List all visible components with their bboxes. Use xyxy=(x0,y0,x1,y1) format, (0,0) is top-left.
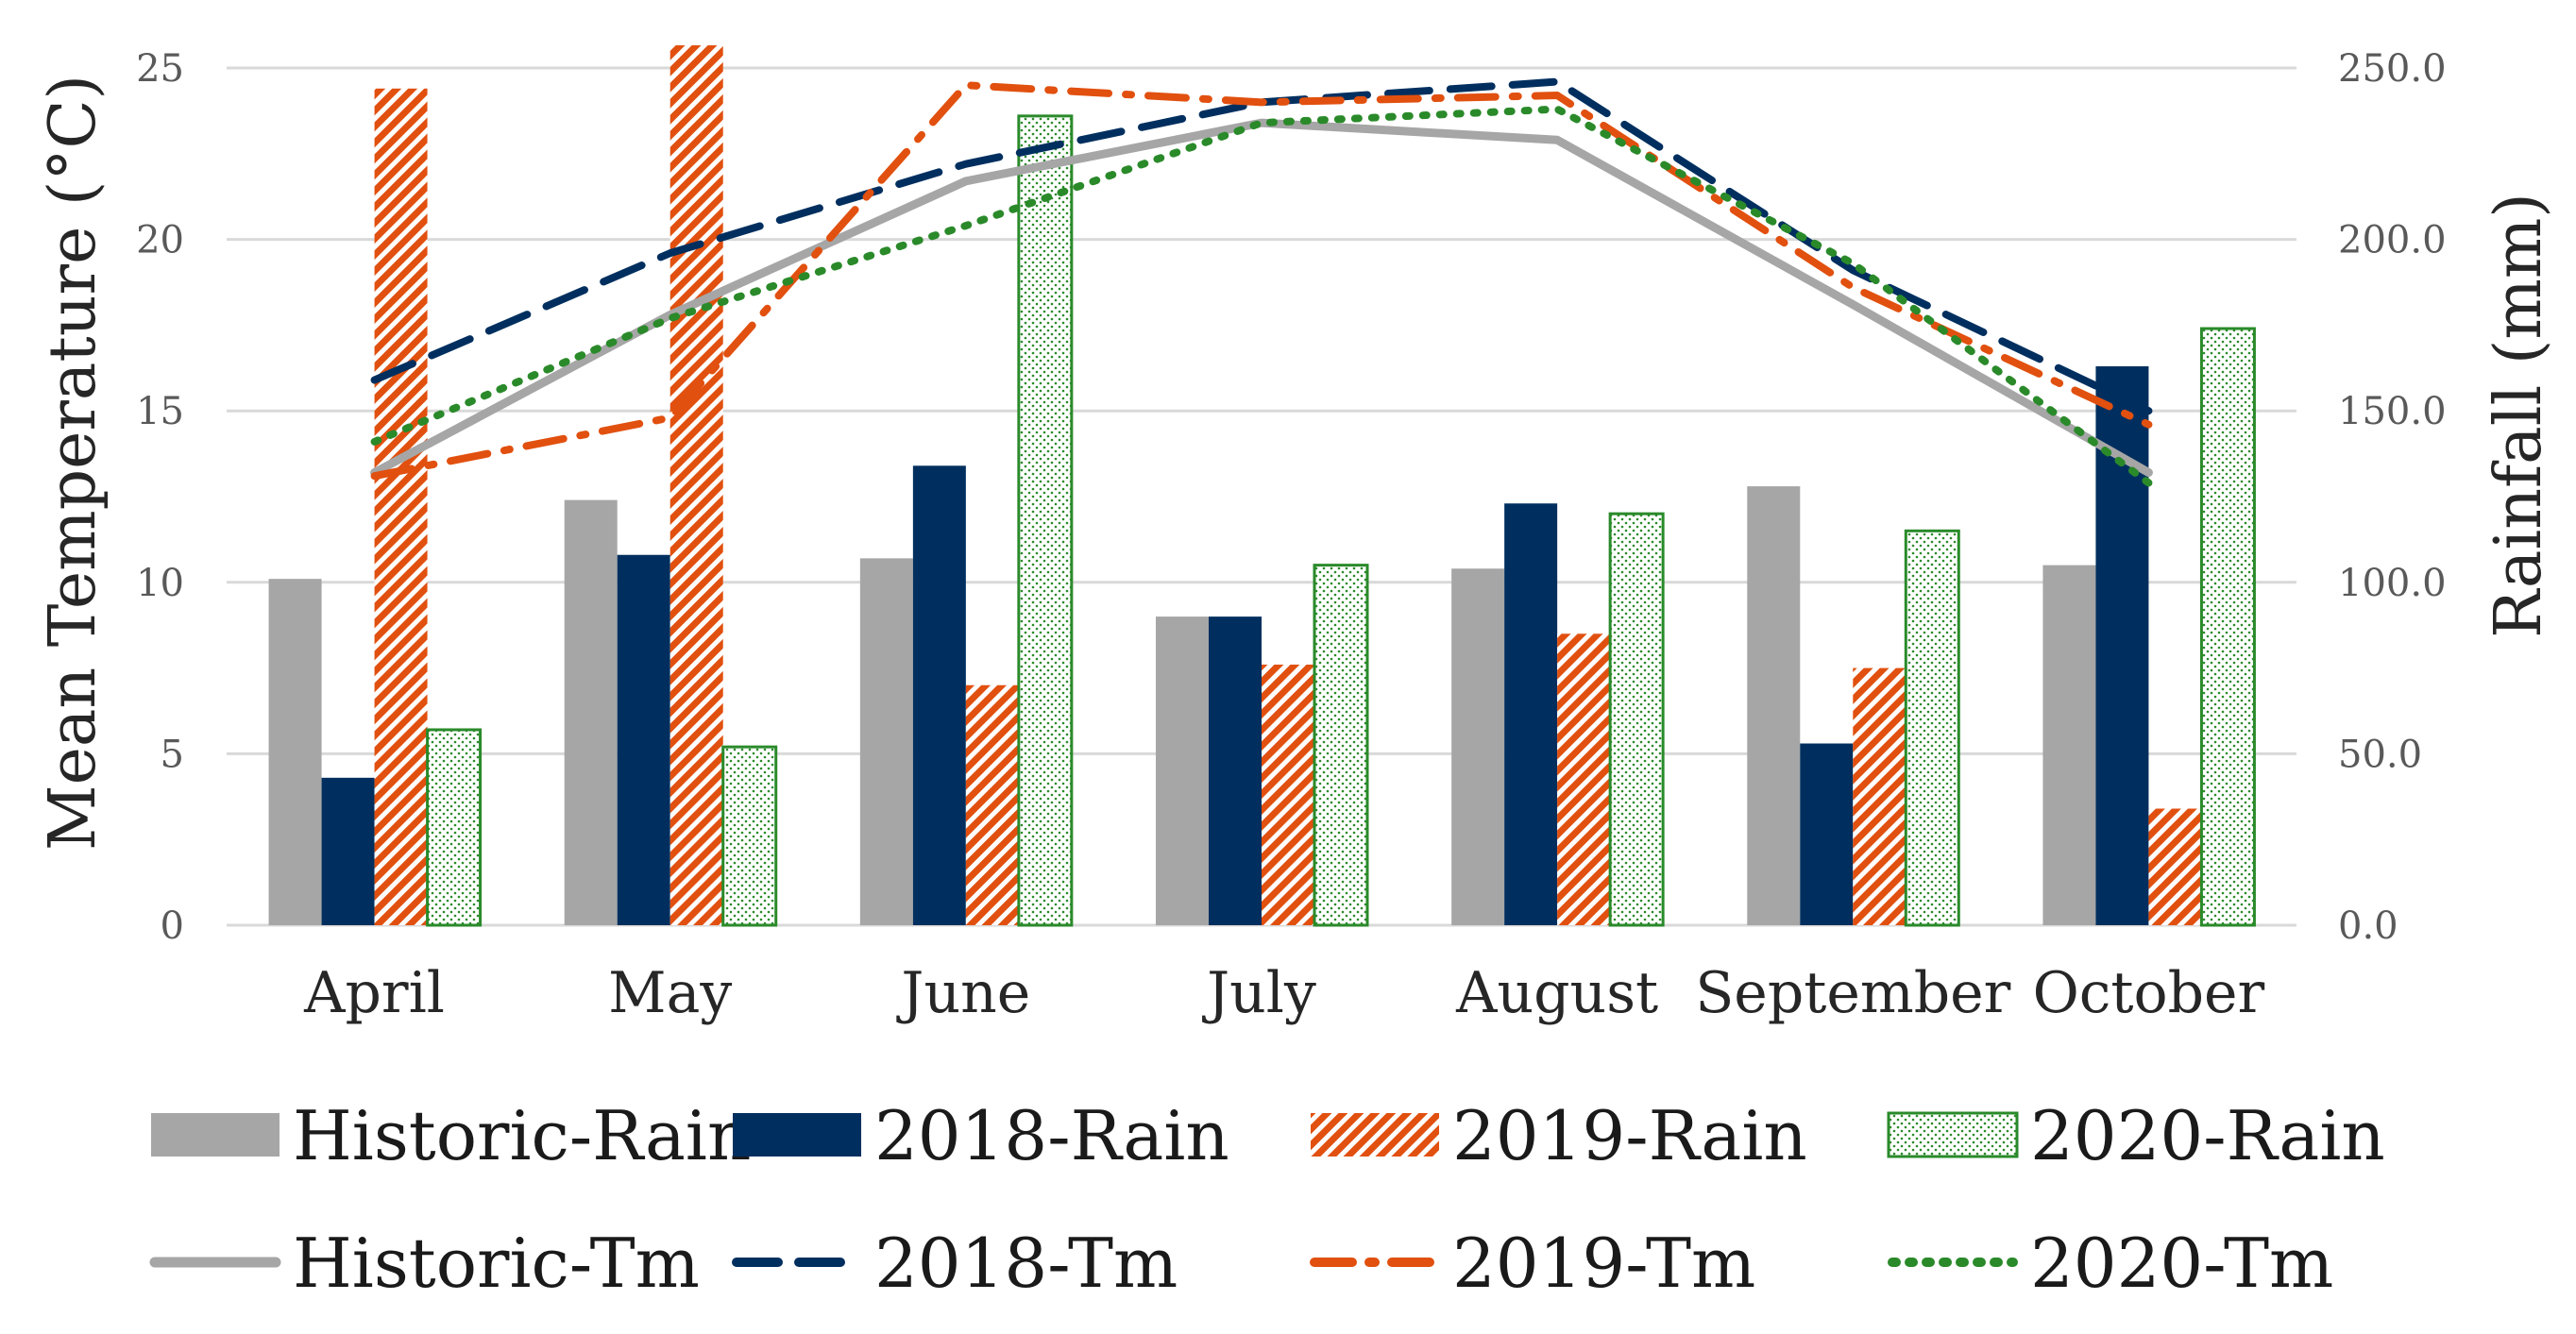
bar-2020-rain-may xyxy=(721,745,778,927)
bar-historic-rain-july xyxy=(1156,616,1209,925)
line-series-group xyxy=(370,77,2153,487)
legend-label-historic-rain: Historic-Rain xyxy=(293,1096,751,1175)
bar-2020-rain-september xyxy=(1904,529,1960,927)
bar-2018-rain-april xyxy=(321,777,375,925)
bar-2020-rain-august xyxy=(1608,512,1665,927)
legend-label-2020-rain: 2020-Rain xyxy=(2030,1096,2385,1175)
bar-2018-rain-may xyxy=(617,554,670,925)
left-axis-title: Mean Temperature (°C) xyxy=(36,75,110,851)
category-label-september: September xyxy=(1695,960,2010,1026)
line-2018-tm xyxy=(370,77,2153,415)
bar-historic-rain-june xyxy=(859,558,913,925)
right-tick-label: 50.0 xyxy=(2338,733,2422,776)
bar-2018-rain-june xyxy=(912,465,966,925)
legend-swatch-2018-rain xyxy=(733,1113,861,1157)
legend-label-2019-rain: 2019-Rain xyxy=(1452,1096,1807,1175)
right-axis-ticks: 0.0 50.0 100.0 150.0 200.0 250.0 xyxy=(2338,47,2447,948)
bar-2020-rain-april xyxy=(426,728,483,927)
bar-series-group xyxy=(268,45,2256,927)
left-tick-label: 25 xyxy=(136,47,184,91)
bar-2018-rain-august xyxy=(1504,503,1558,925)
right-tick-label: 0.0 xyxy=(2338,904,2398,948)
legend-label-historic-tm: Historic-Tm xyxy=(293,1224,700,1303)
category-label-may: May xyxy=(608,960,732,1026)
legend-swatch-2020-rain xyxy=(1887,1111,2019,1158)
bar-2019-rain-july xyxy=(1262,664,1314,925)
bar-2019-rain-april xyxy=(374,88,428,926)
left-tick-label: 5 xyxy=(161,733,184,776)
bar-2019-rain-august xyxy=(1557,633,1611,925)
right-tick-label: 150.0 xyxy=(2338,390,2447,433)
legend: Historic-Rain 2018-Rain 2019-Rain 2020-Rain… xyxy=(149,1096,2385,1303)
legend-swatch-historic-rain xyxy=(151,1113,280,1157)
bar-2019-rain-october xyxy=(2148,808,2202,925)
category-labels: April May June July August September October xyxy=(303,960,2264,1026)
bar-2020-rain-october xyxy=(2199,327,2256,927)
bar-historic-rain-april xyxy=(268,579,322,925)
bar-2020-rain-june xyxy=(1017,114,1074,927)
right-axis-title: Rainfall (mm) xyxy=(2482,193,2556,638)
category-label-august: August xyxy=(1455,960,1658,1026)
bar-2020-rain-july xyxy=(1313,564,1369,927)
right-tick-label: 100.0 xyxy=(2338,562,2447,605)
left-tick-label: 0 xyxy=(161,904,184,948)
bar-historic-rain-september xyxy=(1747,486,1801,925)
legend-label-2018-tm: 2018-Tm xyxy=(874,1224,1178,1303)
line-2020-tm xyxy=(370,105,2153,487)
left-tick-label: 10 xyxy=(136,562,184,605)
bar-historic-rain-october xyxy=(2042,565,2096,925)
bar-2019-rain-september xyxy=(1853,667,1907,925)
line-2019-tm xyxy=(370,81,2153,481)
category-label-june: June xyxy=(895,960,1030,1026)
legend-label-2019-tm: 2019-Tm xyxy=(1452,1224,1755,1303)
bar-2018-rain-july xyxy=(1209,616,1262,925)
legend-swatch-2019-rain xyxy=(1311,1113,1439,1157)
right-tick-label: 250.0 xyxy=(2338,47,2447,91)
bar-historic-rain-august xyxy=(1451,568,1505,925)
category-label-july: July xyxy=(1201,960,1316,1026)
bar-2018-rain-september xyxy=(1800,743,1854,925)
left-axis-ticks: 0 5 10 15 20 25 xyxy=(136,47,184,948)
bar-historic-rain-may xyxy=(564,499,618,925)
bar-2019-rain-june xyxy=(965,684,1019,925)
category-label-april: April xyxy=(303,960,445,1026)
bar-2019-rain-may xyxy=(669,45,723,925)
category-label-october: October xyxy=(2033,960,2265,1026)
legend-label-2020-tm: 2020-Tm xyxy=(2030,1224,2333,1303)
legend-label-2018-rain: 2018-Rain xyxy=(874,1096,1229,1175)
left-tick-label: 20 xyxy=(136,219,184,262)
left-tick-label: 15 xyxy=(136,390,184,433)
right-tick-label: 200.0 xyxy=(2338,219,2447,262)
